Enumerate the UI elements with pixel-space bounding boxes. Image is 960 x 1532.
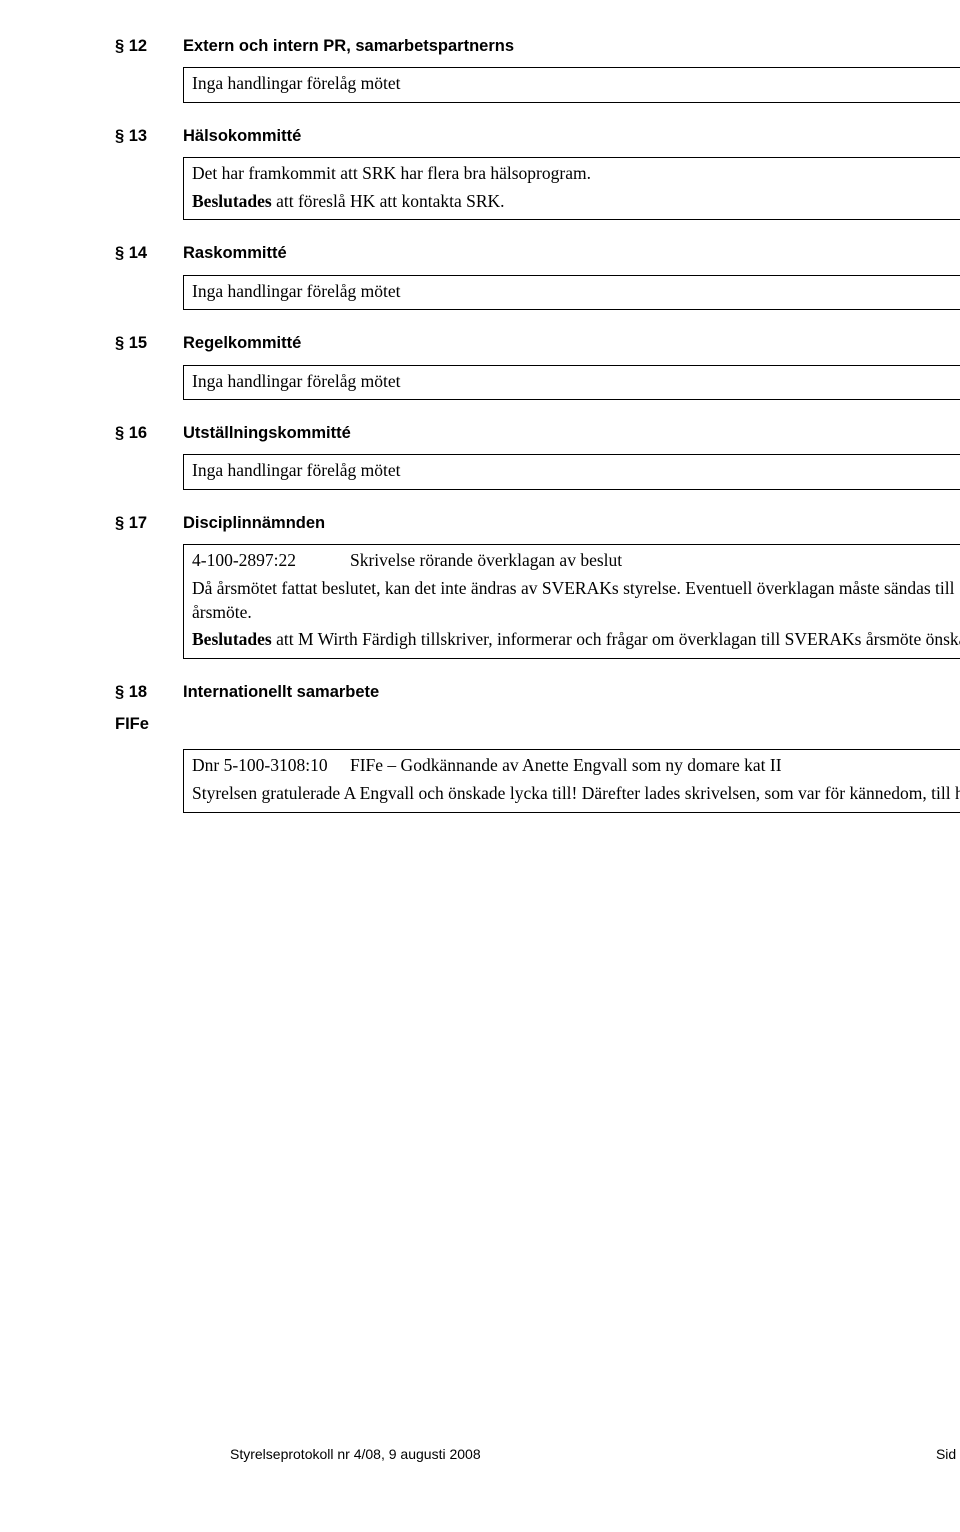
paragraph: Inga handlingar förelåg mötet [192,72,960,96]
section-number: § 14 [115,242,183,264]
paragraph-text: att föreslå HK att kontakta SRK. [272,191,505,211]
content-box: Dnr 5-100-3108:10FIFe – Godkännande av A… [183,749,960,812]
section-heading: § 12Extern och intern PR, samarbetspartn… [115,35,960,57]
paragraph: Inga handlingar förelåg mötet [192,280,960,304]
section-number: § 17 [115,512,183,534]
section: § 16Utställningskommitté Inga handlingar … [115,422,960,490]
section-heading: § 14Raskommitté [115,242,960,264]
page-footer: Styrelseprotokoll nr 4/08, 9 augusti 200… [230,1445,960,1464]
paragraph: Då årsmötet fattat beslutet, kan det int… [192,577,960,624]
section-title: Utställningskommitté [183,422,960,444]
section-heading: § 18Internationellt samarbete [115,681,960,703]
paragraph: Inga handlingar förelåg mötet [192,459,960,483]
paragraph: Styrelsen gratulerade A Engvall och önsk… [192,782,960,806]
section: § 13Hälsokommitté Det har framkommit att … [115,125,960,221]
footer-right: Sid 6(8) [936,1445,960,1464]
section-title: Internationellt samarbete [183,681,960,703]
section-title: Regelkommitté [183,332,960,354]
section-heading: § 16Utställningskommitté [115,422,960,444]
section: § 18Internationellt samarbete FIFe Dnr 5-1… [115,681,960,813]
dnr-row: 4-100-2897:22Skrivelse rörande överklaga… [192,549,960,573]
section-number: § 12 [115,35,183,57]
paragraph: Inga handlingar förelåg mötet [192,370,960,394]
section-title: Raskommitté [183,242,960,264]
section-title: Extern och intern PR, samarbetspartnerns [183,35,960,57]
content-box: Det har framkommit att SRK har flera bra… [183,157,960,220]
section: § 15Regelkommitté Inga handlingar förelåg… [115,332,960,400]
content-box: Inga handlingar förelåg mötet [183,275,960,311]
section-title: Disciplinnämnden [183,512,960,534]
section: § 17Disciplinnämnden 4-100-2897:22Skrivel… [115,512,960,659]
dnr-subject: FIFe – Godkännande av Anette Engvall som… [350,754,960,778]
fife-label: FIFe [115,713,960,735]
section-heading: § 13Hälsokommitté [115,125,960,147]
decision-prefix: Beslutades [192,191,272,211]
section-heading: § 17Disciplinnämnden [115,512,960,534]
section: § 14Raskommitté Inga handlingar förelåg m… [115,242,960,310]
section: § 12Extern och intern PR, samarbetspartn… [115,35,960,103]
dnr-subject: Skrivelse rörande överklagan av beslut [350,549,960,573]
dnr-number: 4-100-2897:22 [192,549,350,573]
section-number: § 15 [115,332,183,354]
content-box: Inga handlingar förelåg mötet [183,454,960,490]
content-box: 4-100-2897:22Skrivelse rörande överklaga… [183,544,960,659]
decision-prefix: Beslutades [192,629,272,649]
section-number: § 18 [115,681,183,703]
paragraph-text: att M Wirth Färdigh tillskriver, informe… [272,629,960,649]
section-title: Hälsokommitté [183,125,960,147]
paragraph: Beslutades att föreslå HK att kontakta S… [192,190,960,214]
footer-left: Styrelseprotokoll nr 4/08, 9 augusti 200… [230,1445,481,1464]
paragraph: Det har framkommit att SRK har flera bra… [192,162,960,186]
paragraph: Beslutades att M Wirth Färdigh tillskriv… [192,628,960,652]
section-heading: § 15Regelkommitté [115,332,960,354]
section-number: § 16 [115,422,183,444]
section-number: § 13 [115,125,183,147]
dnr-number: Dnr 5-100-3108:10 [192,754,350,778]
content-box: Inga handlingar förelåg mötet [183,365,960,401]
dnr-row: Dnr 5-100-3108:10FIFe – Godkännande av A… [192,754,960,778]
content-box: Inga handlingar förelåg mötet [183,67,960,103]
